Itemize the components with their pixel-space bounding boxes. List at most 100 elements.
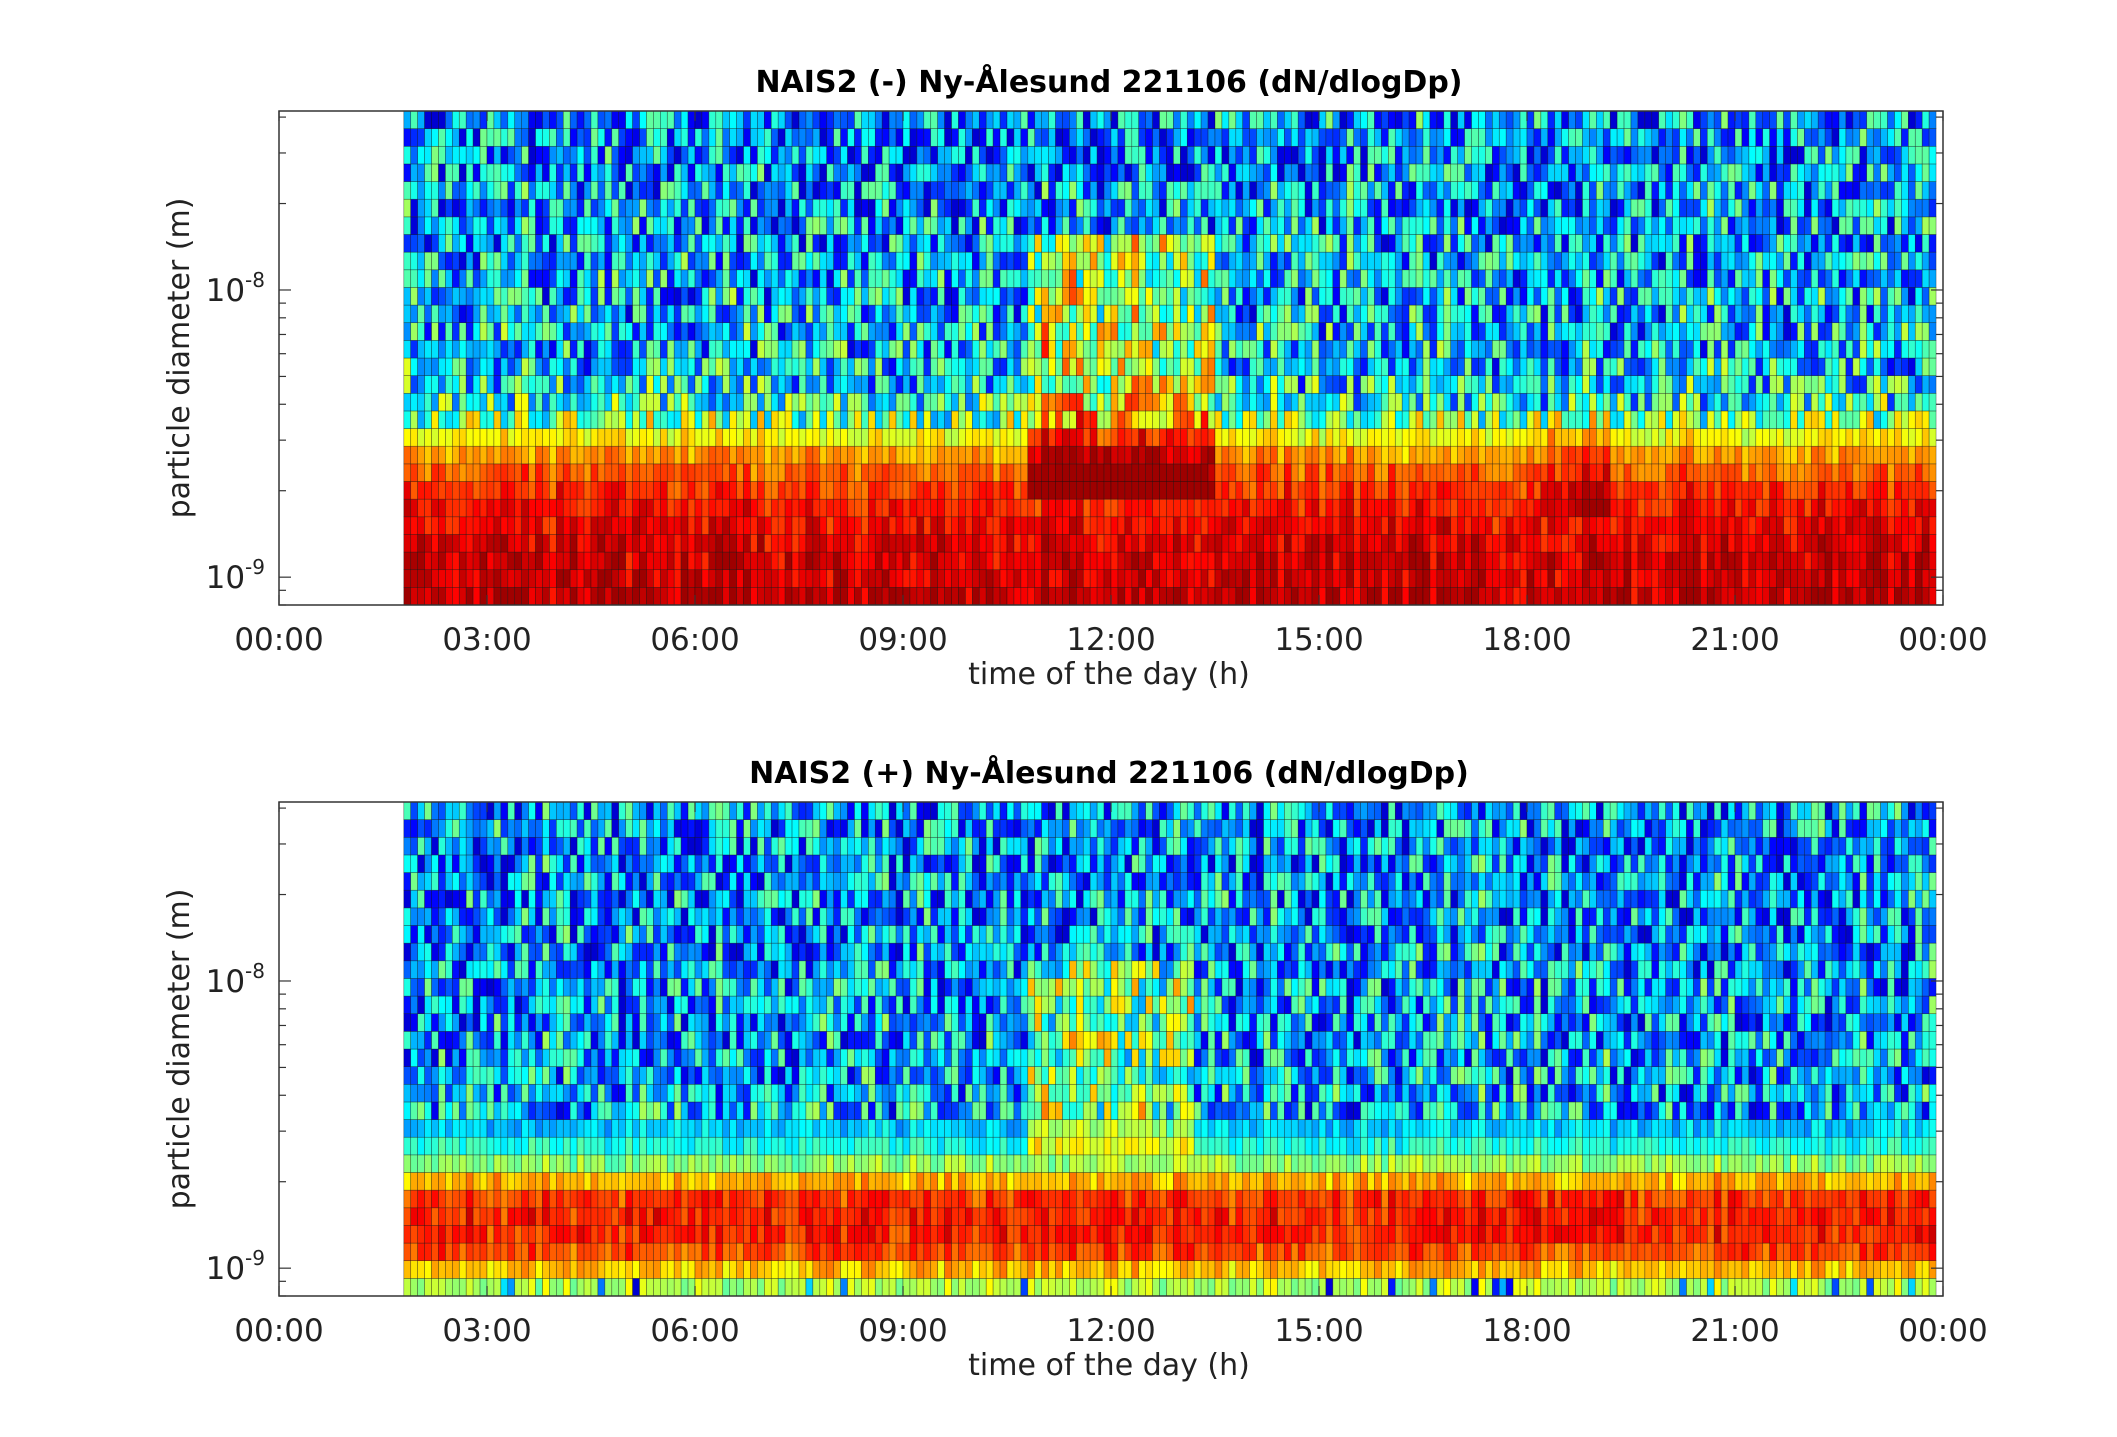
heatmap-cell: [1062, 181, 1070, 200]
heatmap-cell: [1360, 375, 1368, 394]
heatmap-cell: [465, 587, 474, 606]
heatmap-cell: [1103, 392, 1112, 412]
heatmap-cell: [992, 145, 1001, 165]
heatmap-cell: [618, 481, 626, 500]
heatmap-cell: [812, 251, 821, 271]
heatmap-cell: [1311, 145, 1320, 165]
heatmap-cell: [597, 340, 606, 359]
heatmap-cell: [438, 145, 446, 165]
heatmap-cell: [1540, 181, 1549, 200]
heatmap-cell: [1325, 569, 1334, 588]
heatmap-cell: [1235, 445, 1244, 465]
heatmap-cell: [1034, 251, 1042, 271]
heatmap-cell: [1242, 269, 1250, 288]
heatmap-cell: [1242, 375, 1250, 394]
heatmap-cell: [784, 463, 793, 482]
heatmap-cell: [507, 481, 516, 500]
heatmap-cell: [985, 304, 994, 324]
heatmap-cell: [1006, 269, 1015, 288]
heatmap-cell: [687, 304, 696, 324]
heatmap-cell: [874, 445, 883, 465]
heatmap-cell: [1609, 110, 1618, 129]
heatmap-cell: [479, 534, 488, 553]
heatmap-cell: [424, 375, 432, 394]
heatmap-cell: [1256, 181, 1264, 200]
heatmap-cell: [618, 445, 626, 465]
heatmap-cell: [798, 287, 807, 306]
heatmap-cell: [438, 481, 446, 500]
heatmap-cell: [1180, 181, 1188, 200]
heatmap-cell: [1367, 428, 1375, 447]
heatmap-cell: [465, 163, 474, 182]
heatmap-cell: [1575, 251, 1583, 271]
heatmap-cell: [639, 163, 647, 182]
heatmap-cell: [1616, 287, 1625, 306]
heatmap-cell: [1436, 110, 1445, 129]
heatmap-cell: [1124, 181, 1133, 200]
heatmap-cell: [549, 569, 557, 588]
heatmap-cell: [1089, 128, 1098, 147]
heatmap-cell: [1360, 198, 1368, 218]
heatmap-cell: [1138, 463, 1146, 482]
heatmap-cell: [1124, 445, 1133, 465]
heatmap-cell: [1381, 481, 1389, 500]
heatmap-cell: [1568, 287, 1576, 306]
heatmap-cell: [1568, 110, 1576, 129]
heatmap-cell: [673, 110, 682, 129]
heatmap-cell: [881, 445, 890, 465]
heatmap-cell: [1422, 234, 1431, 253]
heatmap-cell: [1519, 198, 1528, 218]
heatmap-cell: [1568, 269, 1576, 288]
heatmap-cell: [881, 145, 890, 165]
heatmap-cell: [465, 410, 474, 429]
heatmap-cell: [895, 287, 904, 306]
heatmap-cell: [701, 375, 710, 394]
heatmap-cell: [1304, 145, 1313, 165]
heatmap-cell: [1589, 445, 1597, 465]
heatmap-cell: [895, 516, 904, 535]
heatmap-cell: [1263, 287, 1271, 306]
heatmap-cell: [1630, 569, 1639, 588]
heatmap-cell: [1076, 569, 1084, 588]
heatmap-cell: [410, 392, 418, 412]
heatmap-cell: [1471, 304, 1479, 324]
heatmap-cell: [1228, 145, 1237, 165]
heatmap-cell: [1401, 498, 1410, 518]
heatmap-cell: [500, 375, 509, 394]
heatmap-cell: [819, 498, 828, 518]
heatmap-cell: [1290, 516, 1299, 535]
heatmap-cell: [1401, 587, 1410, 606]
heatmap-cell: [452, 110, 460, 129]
heatmap-cell: [673, 234, 682, 253]
heatmap-cell: [1020, 128, 1029, 147]
heatmap-cell: [1069, 428, 1077, 447]
heatmap-cell: [1464, 128, 1472, 147]
heatmap-cell: [500, 587, 509, 606]
heatmap-cell: [930, 428, 938, 447]
heatmap-cell: [562, 481, 571, 500]
heatmap-cell: [736, 145, 744, 165]
heatmap-cell: [923, 234, 932, 253]
heatmap-cell: [1381, 234, 1389, 253]
heatmap-cell: [791, 145, 800, 165]
heatmap-cell: [701, 551, 710, 571]
heatmap-cell: [445, 587, 453, 606]
heatmap-cell: [819, 516, 828, 535]
heatmap-cell: [500, 216, 509, 235]
heatmap-cell: [1076, 445, 1084, 465]
heatmap-cell: [1540, 445, 1549, 465]
heatmap-cell: [833, 410, 841, 429]
heatmap-cell: [479, 445, 488, 465]
heatmap-cell: [1422, 463, 1431, 482]
heatmap-cell: [1512, 110, 1521, 129]
heatmap-cell: [687, 269, 696, 288]
heatmap-cell: [826, 251, 834, 271]
heatmap-cell: [410, 375, 418, 394]
heatmap-cell: [486, 163, 495, 182]
heatmap-cell: [944, 357, 952, 376]
heatmap-cell: [500, 269, 509, 288]
heatmap-cell: [826, 163, 834, 182]
heatmap-cell: [632, 498, 640, 518]
heatmap-cell: [868, 410, 876, 429]
heatmap-cell: [1478, 551, 1486, 571]
